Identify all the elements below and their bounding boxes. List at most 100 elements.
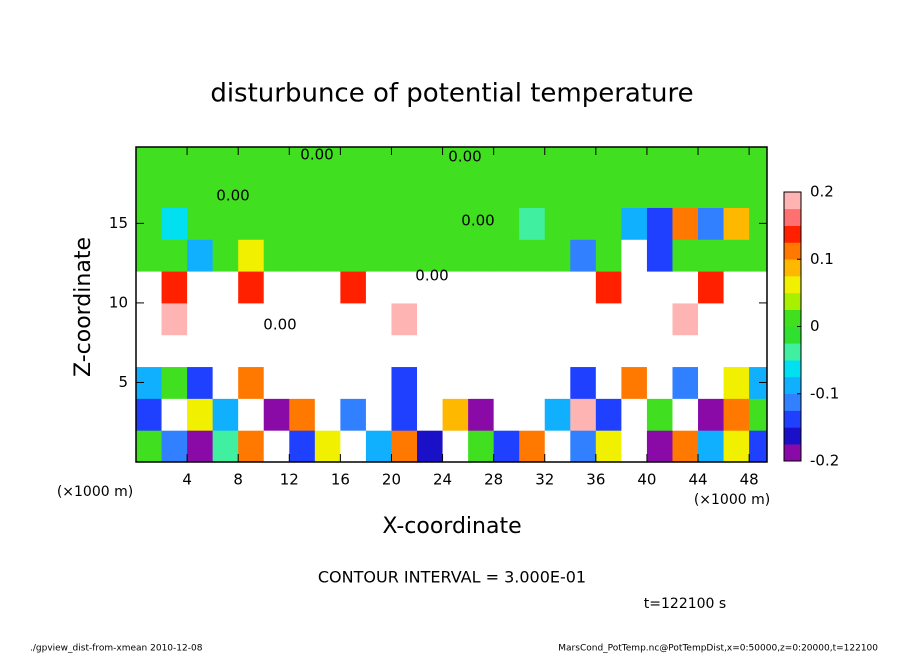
heatmap-cell <box>595 430 622 462</box>
heatmap-cell <box>595 147 622 177</box>
heatmap-cell <box>723 334 750 368</box>
heatmap-cell <box>749 398 767 431</box>
heatmap-cell <box>570 175 597 208</box>
heatmap-cell <box>672 398 699 431</box>
heatmap-cell <box>646 398 673 431</box>
heatmap-cell <box>595 366 622 399</box>
heatmap-cell <box>314 271 341 304</box>
heatmap-cell <box>365 175 392 208</box>
colorbar-band <box>784 309 801 327</box>
heatmap-cell <box>187 398 214 431</box>
heatmap-cell <box>340 175 367 208</box>
heatmap-cell <box>365 207 392 240</box>
heatmap-cell <box>314 147 341 177</box>
heatmap-cell <box>187 430 214 462</box>
heatmap-cell <box>161 366 188 399</box>
heatmap-cell <box>646 207 673 240</box>
heatmap-cell <box>468 430 495 462</box>
heatmap-cell <box>595 334 622 368</box>
heatmap-cell <box>493 366 520 399</box>
x-tick-label: 8 <box>233 471 243 489</box>
heatmap-cell <box>161 207 188 240</box>
heatmap-cell <box>136 271 163 304</box>
heatmap-cell <box>136 302 163 336</box>
heatmap-cell <box>621 271 648 304</box>
heatmap-cell <box>595 175 622 208</box>
contour-interval: CONTOUR INTERVAL = 3.000E-01 <box>318 568 586 587</box>
colorbar-band <box>784 259 801 277</box>
colorbar-tick-label: 0.2 <box>810 183 834 201</box>
heatmap-cell <box>212 175 239 208</box>
heatmap-cell <box>749 207 767 240</box>
heatmap-cell <box>672 302 699 336</box>
heatmap-cell <box>340 302 367 336</box>
heatmap-cell <box>263 147 290 177</box>
heatmap-cell <box>570 147 597 177</box>
y-tick-label: 10 <box>109 293 128 311</box>
heatmap-cell <box>442 334 469 368</box>
footer-left: ./gpview_dist-from-xmean 2010-12-08 <box>30 644 203 654</box>
heatmap-cell <box>570 302 597 336</box>
heatmap-cell <box>161 175 188 208</box>
heatmap-cell <box>161 302 188 336</box>
chart-title: disturbunce of potential temperature <box>210 79 693 109</box>
heatmap-cell <box>519 334 546 368</box>
heatmap-cell <box>698 147 725 177</box>
heatmap-cell <box>723 175 750 208</box>
heatmap-cell <box>570 430 597 462</box>
heatmap-cell <box>749 302 767 336</box>
heatmap-cell <box>672 175 699 208</box>
heatmap-cell <box>544 271 571 304</box>
heatmap-cell <box>391 207 418 240</box>
colorbar-band <box>784 410 801 428</box>
heatmap-cell <box>493 430 520 462</box>
plot-frame <box>135 146 768 463</box>
heatmap-cell <box>698 334 725 368</box>
heatmap-cell <box>238 175 265 208</box>
heatmap-cell <box>187 175 214 208</box>
heatmap-cell <box>161 334 188 368</box>
x-tick-label: 28 <box>484 471 503 489</box>
x-tick-label: 4 <box>182 471 192 489</box>
heatmap-cell <box>289 366 316 399</box>
heatmap-cell <box>417 175 444 208</box>
heatmap-cell <box>621 147 648 177</box>
heatmap-cell <box>417 302 444 336</box>
heatmap-cell <box>698 366 725 399</box>
heatmap-cell <box>519 271 546 304</box>
contour-label: 0.00 <box>216 187 249 205</box>
heatmap-cell <box>417 334 444 368</box>
colorbar-band <box>784 242 801 260</box>
heatmap-cell <box>468 302 495 336</box>
heatmap-cell <box>340 366 367 399</box>
heatmap-cell <box>621 302 648 336</box>
heatmap-cell <box>289 175 316 208</box>
heatmap-cell <box>161 239 188 272</box>
heatmap-cell <box>442 430 469 462</box>
heatmap-cell <box>621 366 648 399</box>
heatmap-cell <box>391 239 418 272</box>
heatmap-cell <box>417 430 444 462</box>
heatmap-cell <box>621 207 648 240</box>
heatmap-cell <box>672 239 699 272</box>
heatmap-cell <box>519 398 546 431</box>
heatmap-cell <box>723 147 750 177</box>
heatmap-cell <box>289 302 316 336</box>
heatmap-cell <box>187 366 214 399</box>
heatmap-cell <box>340 398 367 431</box>
heatmap-cell <box>238 239 265 272</box>
heatmap-cell <box>544 398 571 431</box>
heatmap-cell <box>442 366 469 399</box>
heatmap-cell <box>263 430 290 462</box>
heatmap-cell <box>212 334 239 368</box>
heatmap-cell <box>289 271 316 304</box>
heatmap-cell <box>570 207 597 240</box>
heatmap-cell <box>595 207 622 240</box>
colorbar-band <box>784 326 801 344</box>
contour-label: 0.00 <box>415 267 448 285</box>
heatmap-cell <box>723 207 750 240</box>
heatmap-cell <box>314 334 341 368</box>
heatmap-cell <box>544 430 571 462</box>
heatmap-cell <box>417 398 444 431</box>
heatmap-cell <box>314 430 341 462</box>
